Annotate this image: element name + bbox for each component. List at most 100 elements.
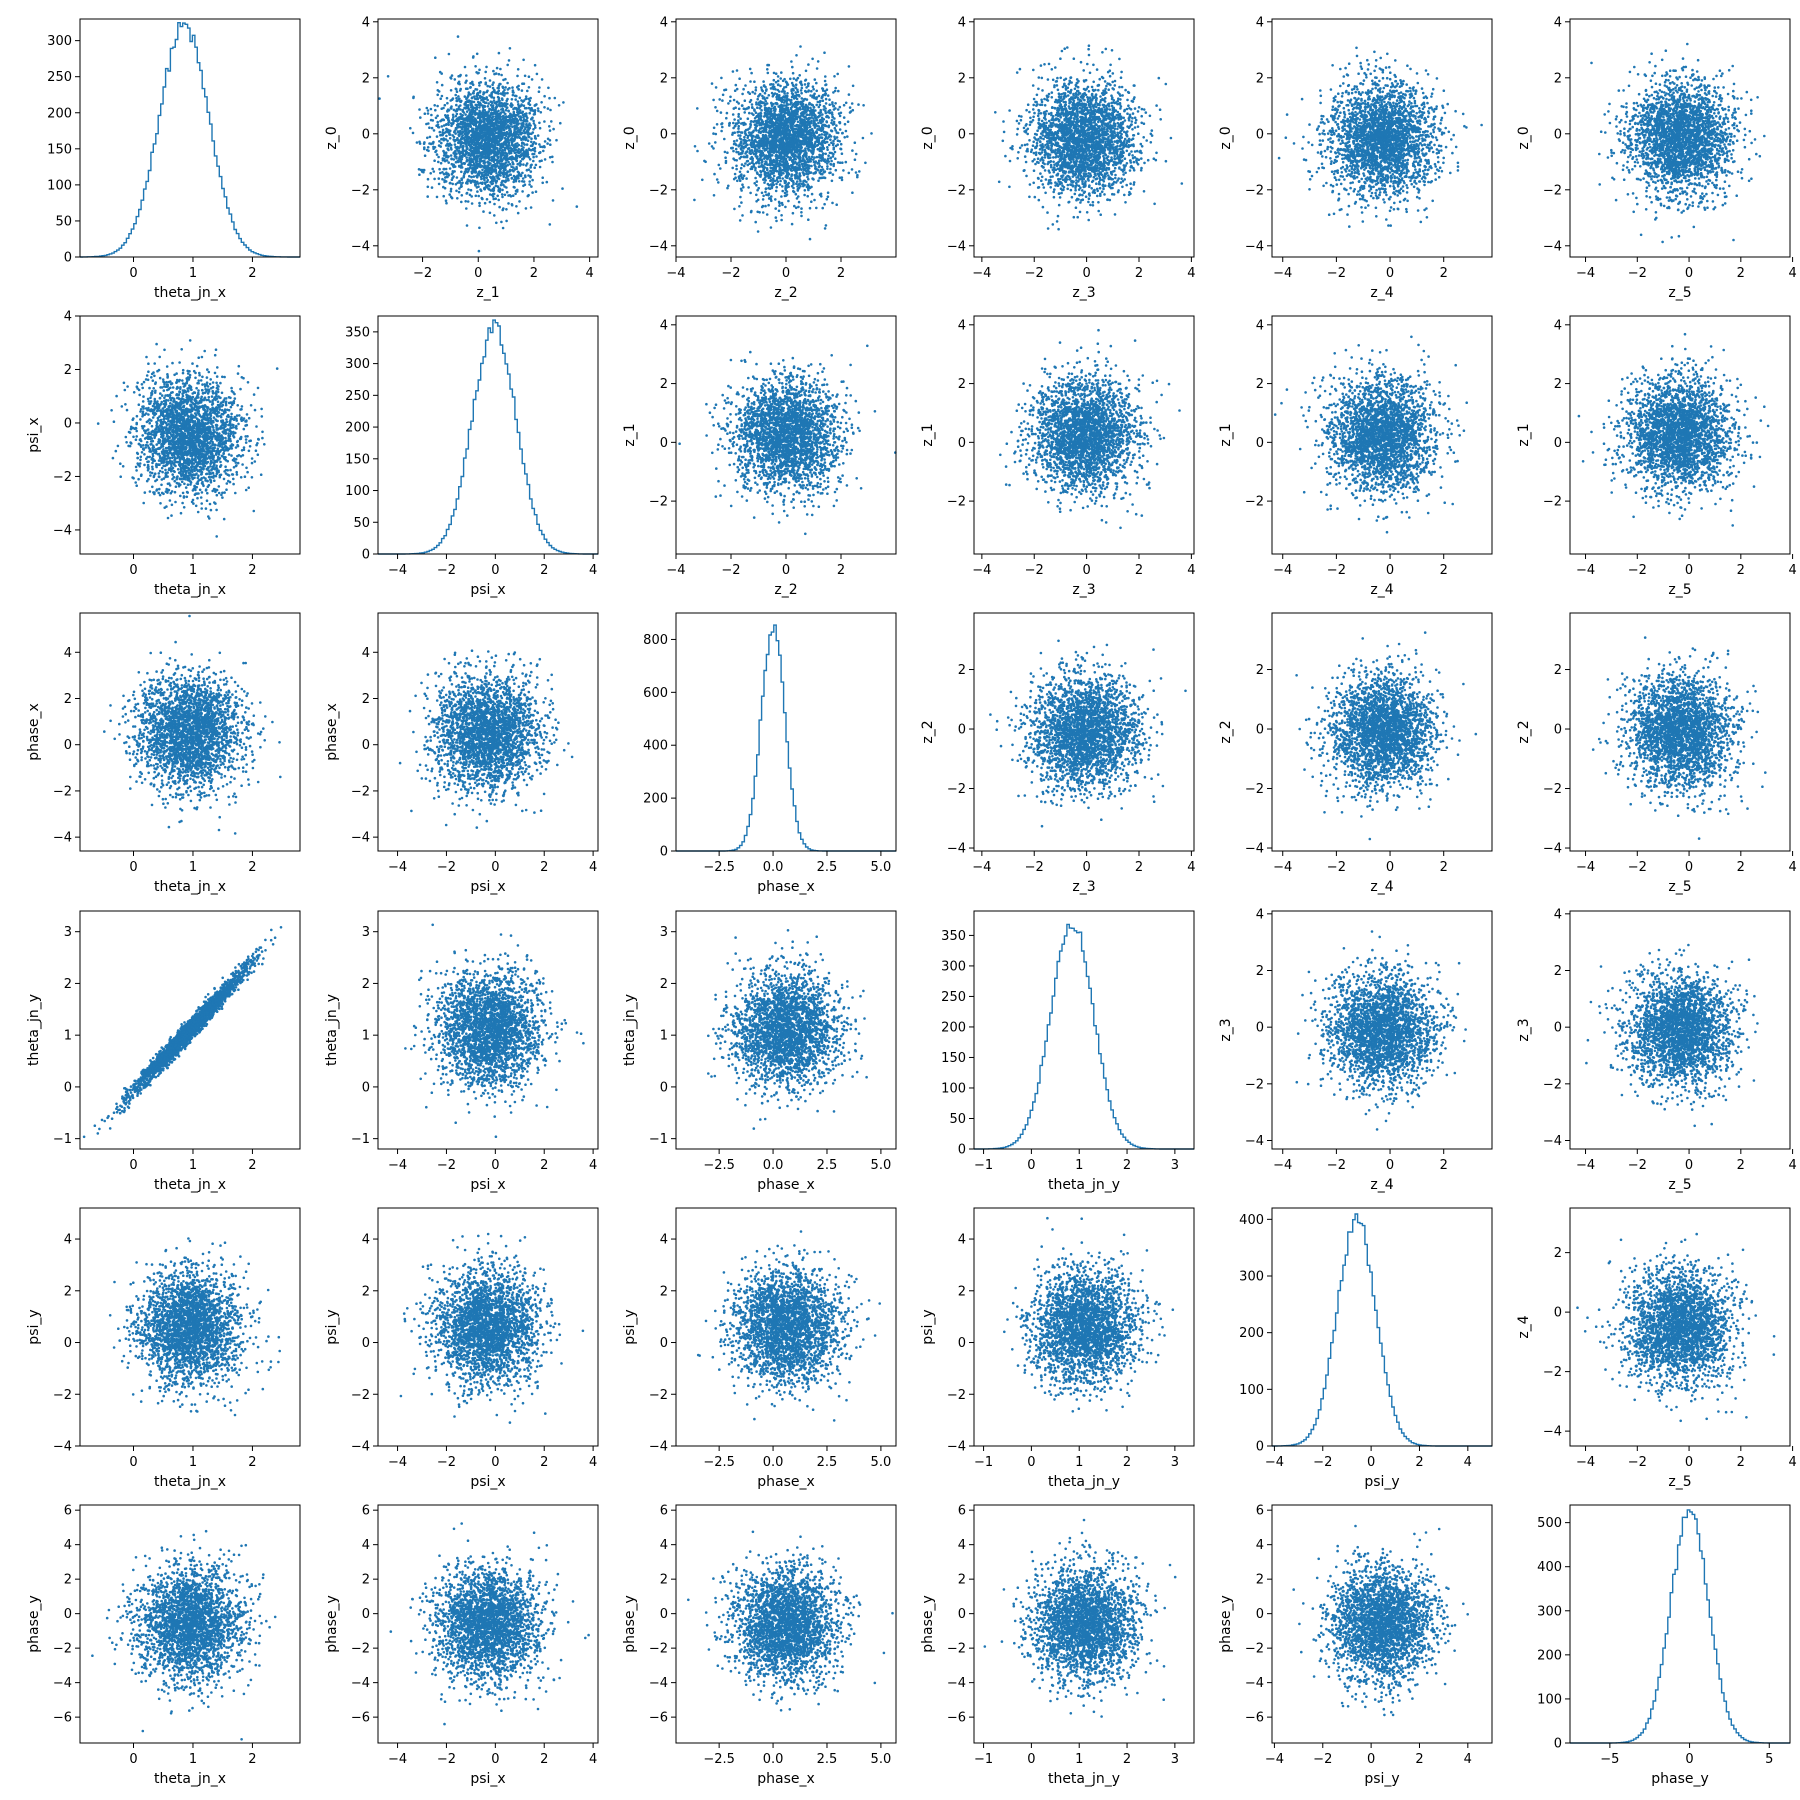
scatter-point [467,188,470,191]
scatter-point [524,75,527,78]
scatter-point [484,182,487,185]
scatter-point [454,143,457,146]
scatter-point [453,136,456,139]
scatter-point [506,191,509,194]
scatter-point [477,195,480,198]
scatter-point [470,189,473,192]
scatter-point [531,191,534,194]
scatter-point [431,168,434,171]
scatter-point [493,203,496,206]
scatter-point [493,214,496,217]
scatter-point [429,172,432,175]
scatter-point [505,186,508,189]
y-tick-label: 50 [55,214,72,229]
scatter-point [451,183,454,186]
scatter-point [426,195,429,198]
scatter-point [538,143,541,146]
scatter-point [478,106,481,109]
scatter-point [457,95,460,98]
scatter-point [440,162,443,165]
scatter-point [442,195,445,198]
scatter-point [528,180,531,183]
scatter-point [467,200,470,203]
scatter-point [546,181,549,184]
scatter-point [550,120,553,123]
scatter-point [472,84,475,87]
scatter-point [464,113,467,116]
scatter-point [530,185,533,188]
y-tick-label: 200 [47,106,72,121]
scatter-point [378,97,381,100]
scatter-point [506,98,509,101]
scatter-point [540,101,543,104]
scatter-point [493,97,496,100]
scatter-point [531,179,534,182]
x-tick-label: 0 [129,266,137,281]
scatter-point [530,206,533,209]
scatter-point [511,98,514,101]
scatter-point [482,93,485,96]
scatter-point [527,139,530,142]
scatter-point [540,159,543,162]
subplot-r0-c1: −2 0 2 4−4−2024z_1z_0 [324,15,598,301]
scatter-point [438,90,441,93]
scatter-point [427,109,430,112]
scatter-point [416,141,419,144]
scatter-point [464,200,467,203]
scatter-point [485,176,488,179]
scatter-point [522,177,525,180]
scatter-point [539,127,542,130]
scatter-point [489,201,492,204]
scatter-point [466,224,469,227]
scatter-point [489,212,492,215]
histogram-step-line [80,23,300,257]
scatter-point [515,95,518,98]
scatter-point [465,207,468,210]
scatter-point [537,110,540,113]
scatter-point [528,86,531,89]
scatter-point [440,142,443,145]
scatter-point [507,202,510,205]
scatter-point [500,184,503,187]
scatter-point [450,154,453,157]
scatter-point [528,183,531,186]
scatter-point [452,114,455,117]
scatter-point [538,86,541,89]
scatter-point [482,210,485,213]
scatter-point [439,97,442,100]
scatter-point [511,161,514,164]
scatter-point [504,194,507,197]
scatter-point [541,182,544,185]
scatter-point [451,197,454,200]
scatter-point [505,208,508,211]
scatter-point [476,53,479,56]
scatter-point [493,99,496,102]
scatter-point [505,109,508,112]
scatter-point [515,205,518,208]
scatter-point [487,105,490,108]
y-tick-label: 150 [47,142,72,157]
scatter-point [512,108,515,111]
x-axis-label: theta_jn_x [154,285,226,301]
scatter-point [468,91,471,94]
scatter-point [547,87,550,90]
scatter-point [543,95,546,98]
scatter-point [487,102,490,105]
scatter-point [522,142,525,145]
scatter-point [450,188,453,191]
scatter-point [518,136,521,139]
scatter-point [486,85,489,88]
scatter-point [522,163,525,166]
scatter-point [513,186,516,189]
scatter-point [409,127,412,130]
scatter-point [534,137,537,140]
scatter-point [451,74,454,77]
scatter-point [436,94,439,97]
scatter-point [485,96,488,99]
scatter-point [511,204,514,207]
scatter-point [533,122,536,125]
x-tick-label: 2 [248,266,256,281]
x-tick-label: 1 [189,266,197,281]
scatter-point [531,78,534,81]
